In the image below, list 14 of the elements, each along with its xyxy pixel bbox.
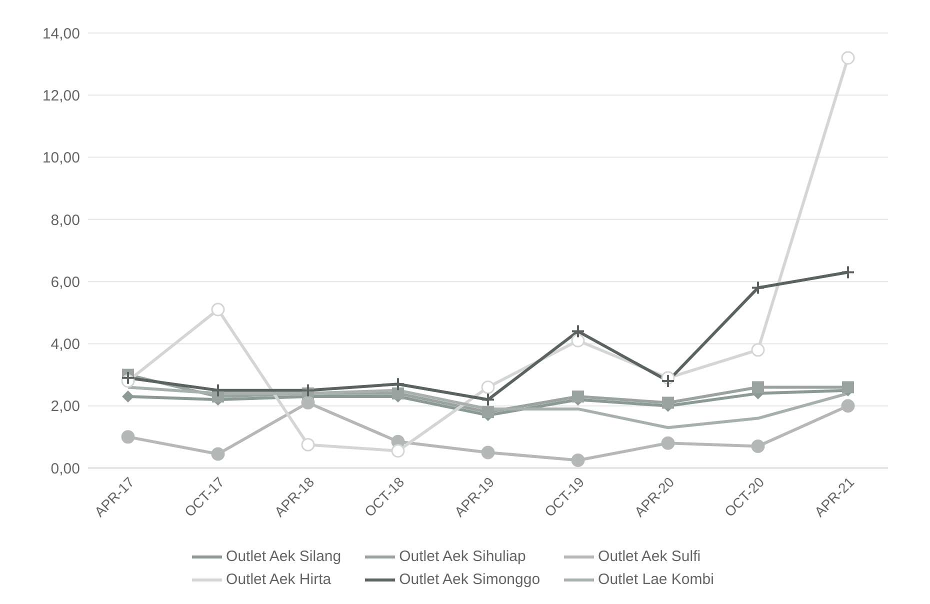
legend-label: Outlet Aek Hirta [226,571,332,588]
legend-label: Outlet Aek Silang [226,548,342,565]
legend-label: Outlet Aek Sulfi [598,548,701,565]
y-tick-label: 4,00 [50,336,80,354]
legend-label: Outlet Lae Kombi [598,571,714,588]
legend-label: Outlet Aek Sihuliap [399,548,526,565]
y-tick-label: 12,00 [42,87,80,104]
legend-label: Outlet Aek Simonggo [399,571,540,588]
y-tick-label: 6,00 [50,274,80,291]
y-tick-label: 10,00 [42,150,80,167]
y-tick-label: 0,00 [50,460,80,478]
y-tick-label: 14,00 [42,25,80,42]
y-tick-label: 8,00 [50,212,80,229]
y-tick-label: 2,00 [50,398,80,416]
